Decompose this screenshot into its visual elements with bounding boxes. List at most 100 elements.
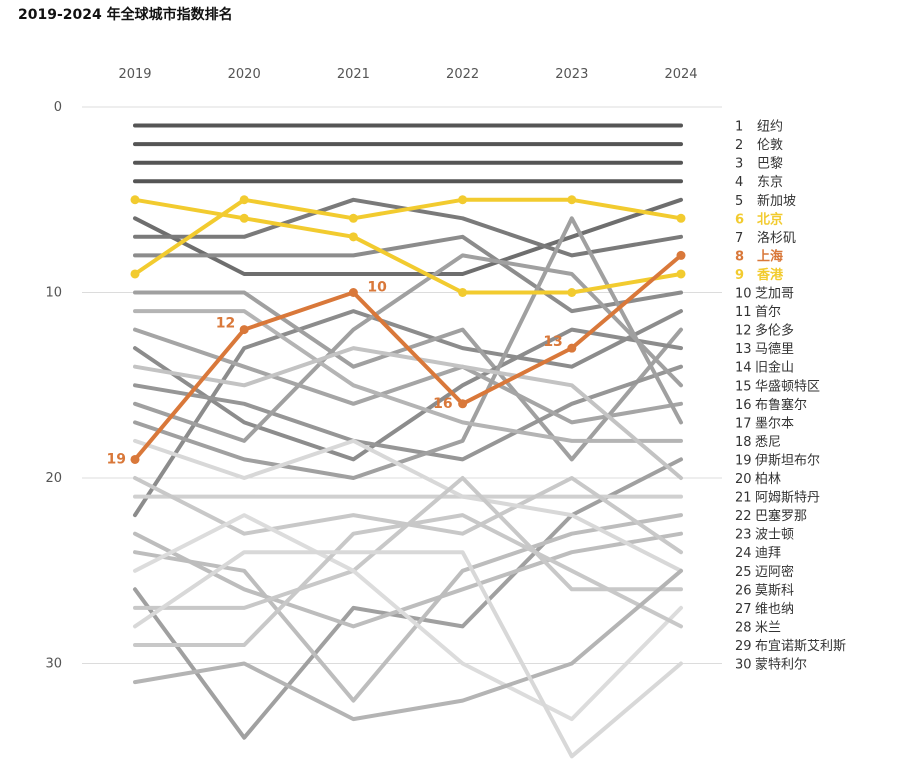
legend-city: 上海 bbox=[757, 248, 783, 264]
data-point bbox=[130, 195, 140, 205]
data-point bbox=[567, 343, 577, 353]
legend-city: 布鲁塞尔 bbox=[755, 397, 807, 413]
y-tick-label: 10 bbox=[45, 286, 62, 301]
legend-city: 新加坡 bbox=[757, 193, 796, 209]
legend-rank: 3 bbox=[735, 157, 743, 172]
legend-rank: 19 bbox=[735, 453, 752, 468]
data-label: 12 bbox=[216, 316, 235, 332]
legend-city: 旧金山 bbox=[755, 360, 794, 376]
series-伊斯坦布尔 bbox=[133, 457, 683, 740]
legend-rank: 21 bbox=[735, 491, 752, 506]
legend-rank: 18 bbox=[735, 435, 752, 450]
legend-rank: 17 bbox=[735, 416, 752, 431]
legend-rank: 6 bbox=[735, 212, 744, 227]
series-lines: 19 12 10 16 13 bbox=[107, 123, 686, 759]
series-迈阿密 bbox=[133, 438, 683, 573]
legend-city: 维也纳 bbox=[755, 602, 794, 617]
data-label: 19 bbox=[107, 451, 126, 467]
legend-city: 米兰 bbox=[755, 620, 781, 635]
series-北京 bbox=[130, 195, 686, 297]
series-米兰 bbox=[133, 513, 683, 647]
data-point bbox=[239, 195, 249, 205]
series-line bbox=[133, 346, 683, 480]
series-line bbox=[133, 438, 683, 573]
legend-city: 莫斯科 bbox=[755, 583, 794, 598]
legend-rank: 16 bbox=[735, 398, 752, 413]
series-蒙特利尔 bbox=[133, 550, 683, 759]
legend-city: 伊斯坦布尔 bbox=[755, 453, 820, 468]
x-tick-label: 2024 bbox=[664, 67, 697, 82]
data-label: 10 bbox=[367, 280, 387, 296]
series-华盛顿特区 bbox=[133, 253, 683, 443]
series-line bbox=[133, 364, 683, 462]
series-墨尔本 bbox=[133, 216, 683, 480]
legend-city: 纽约 bbox=[757, 120, 783, 135]
legend-city: 巴黎 bbox=[757, 157, 783, 172]
series-line bbox=[133, 197, 683, 295]
legend-city: 华盛顿特区 bbox=[755, 379, 820, 394]
legend-rank: 24 bbox=[735, 546, 752, 561]
series-巴塞罗那 bbox=[133, 513, 683, 703]
grid-lines bbox=[82, 106, 722, 664]
series-芝加哥 bbox=[133, 234, 683, 314]
legend-city: 柏林 bbox=[755, 472, 781, 487]
data-point bbox=[458, 399, 468, 409]
data-point bbox=[567, 195, 577, 205]
series-line bbox=[133, 197, 683, 276]
legend-rank: 14 bbox=[735, 361, 752, 376]
data-point bbox=[676, 269, 686, 279]
legend-rank: 23 bbox=[735, 528, 752, 543]
series-line bbox=[133, 568, 683, 722]
legend-rank: 1 bbox=[735, 120, 743, 135]
legend-rank: 7 bbox=[735, 231, 743, 246]
series-line bbox=[133, 253, 683, 462]
legend-city: 马德里 bbox=[755, 342, 794, 357]
series-迪拜 bbox=[133, 476, 683, 555]
legend-city: 阿姆斯特丹 bbox=[755, 491, 820, 506]
legend-city: 东京 bbox=[757, 175, 783, 190]
series-新加坡 bbox=[133, 197, 683, 276]
series-香港 bbox=[130, 195, 686, 279]
series-维也纳 bbox=[133, 513, 683, 722]
legend-rank: 5 bbox=[735, 194, 743, 209]
series-line bbox=[133, 216, 683, 480]
series-line bbox=[133, 309, 683, 443]
x-tick-label: 2019 bbox=[118, 67, 151, 82]
data-point bbox=[348, 213, 358, 223]
data-point bbox=[676, 213, 686, 223]
legend-rank: 26 bbox=[735, 583, 752, 598]
legend-city: 迈阿密 bbox=[755, 564, 794, 580]
legend-rank: 4 bbox=[735, 175, 743, 190]
legend-rank: 13 bbox=[735, 342, 752, 357]
legend-city: 迪拜 bbox=[755, 546, 781, 561]
series-line bbox=[133, 513, 683, 647]
series-首尔 bbox=[133, 309, 683, 518]
data-point bbox=[458, 195, 468, 205]
legend-rank: 15 bbox=[735, 379, 752, 394]
data-point bbox=[348, 288, 358, 297]
legend-city: 布宜诺斯艾利斯 bbox=[755, 639, 846, 654]
series-line bbox=[133, 513, 683, 703]
data-point bbox=[130, 269, 140, 279]
data-point bbox=[567, 288, 577, 297]
series-旧金山 bbox=[133, 364, 683, 462]
legend-rank: 10 bbox=[735, 287, 752, 302]
series-柏林 bbox=[133, 346, 683, 480]
legend-city: 墨尔本 bbox=[755, 416, 794, 431]
y-tick-label: 30 bbox=[45, 657, 62, 672]
legend-city: 波士顿 bbox=[755, 528, 794, 543]
series-line bbox=[133, 234, 683, 314]
y-tick-label: 0 bbox=[54, 100, 62, 115]
legend-rank: 29 bbox=[735, 639, 752, 654]
legend-city: 悉尼 bbox=[755, 435, 781, 450]
data-point bbox=[348, 232, 358, 242]
legend-city: 芝加哥 bbox=[755, 286, 794, 302]
legend-city: 洛杉矶 bbox=[757, 231, 796, 246]
legend-city: 巴塞罗那 bbox=[755, 508, 807, 524]
legend-rank: 27 bbox=[735, 602, 752, 617]
legend-rank: 2 bbox=[735, 138, 743, 153]
legend-rank: 20 bbox=[735, 472, 752, 487]
data-point bbox=[676, 250, 686, 260]
series-波士顿 bbox=[133, 531, 683, 629]
